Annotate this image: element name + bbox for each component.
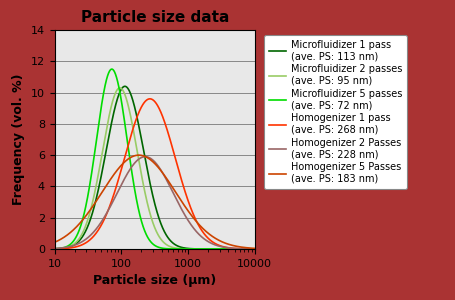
Homogenizer 1 pass
(ave. PS: 268 nm): (10, 0.00823): 268 nm): (10, 0.00823) <box>52 247 57 251</box>
Homogenizer 5 Passes
(ave. PS: 183 nm): (33.1, 2.41): 183 nm): (33.1, 2.41) <box>86 209 92 213</box>
Homogenizer 5 Passes
(ave. PS: 183 nm): (4.16e+03, 0.287): 183 nm): (4.16e+03, 0.287) <box>227 243 232 246</box>
Homogenizer 2 Passes
(ave. PS: 228 nm): (4.16e+03, 0.0651): 228 nm): (4.16e+03, 0.0651) <box>227 246 232 250</box>
Homogenizer 5 Passes
(ave. PS: 183 nm): (141, 5.88): 183 nm): (141, 5.88) <box>129 155 134 159</box>
Homogenizer 2 Passes
(ave. PS: 228 nm): (228, 5.9): 228 nm): (228, 5.9) <box>142 155 148 158</box>
Microfluidizer 5 passes
(ave. PS: 72 nm): (10, 0.0111): 72 nm): (10, 0.0111) <box>52 247 57 250</box>
Line: Homogenizer 2 Passes
(ave. PS: 228 nm): Homogenizer 2 Passes (ave. PS: 228 nm) <box>55 157 255 249</box>
Homogenizer 1 pass
(ave. PS: 268 nm): (1e+04, 0.00185): 268 nm): (1e+04, 0.00185) <box>252 247 258 251</box>
Microfluidizer 1 pass
(ave. PS: 113 nm): (10, 0.00882): 113 nm): (10, 0.00882) <box>52 247 57 251</box>
Microfluidizer 2 passes
(ave. PS: 95 nm): (1e+04, 7.52e-13): 95 nm): (1e+04, 7.52e-13) <box>252 247 258 251</box>
Legend: Microfluidizer 1 pass
(ave. PS: 113 nm), Microfluidizer 2 passes
(ave. PS: 95 nm: Microfluidizer 1 pass (ave. PS: 113 nm),… <box>263 35 407 189</box>
Homogenizer 1 pass
(ave. PS: 268 nm): (141, 7.35): 268 nm): (141, 7.35) <box>129 132 134 136</box>
Homogenizer 2 Passes
(ave. PS: 228 nm): (22, 0.317): 228 nm): (22, 0.317) <box>75 242 80 246</box>
X-axis label: Particle size (μm): Particle size (μm) <box>93 274 216 287</box>
Line: Homogenizer 5 Passes
(ave. PS: 183 nm): Homogenizer 5 Passes (ave. PS: 183 nm) <box>55 155 255 248</box>
Homogenizer 5 Passes
(ave. PS: 183 nm): (191, 6): 183 nm): (191, 6) <box>137 153 143 157</box>
Homogenizer 5 Passes
(ave. PS: 183 nm): (1e+04, 0.0408): 183 nm): (1e+04, 0.0408) <box>252 247 258 250</box>
Microfluidizer 1 pass
(ave. PS: 113 nm): (33.1, 1.7): 113 nm): (33.1, 1.7) <box>86 220 92 224</box>
Homogenizer 2 Passes
(ave. PS: 228 nm): (141, 5.22): 228 nm): (141, 5.22) <box>129 166 134 169</box>
Line: Homogenizer 1 pass
(ave. PS: 268 nm): Homogenizer 1 pass (ave. PS: 268 nm) <box>55 99 255 249</box>
Microfluidizer 1 pass
(ave. PS: 113 nm): (113, 10.4): 113 nm): (113, 10.4) <box>122 85 127 88</box>
Microfluidizer 5 passes
(ave. PS: 72 nm): (8.75e+03, 1.67e-17): 72 nm): (8.75e+03, 1.67e-17) <box>248 247 253 251</box>
Line: Microfluidizer 5 passes
(ave. PS: 72 nm): Microfluidizer 5 passes (ave. PS: 72 nm) <box>55 69 255 249</box>
Microfluidizer 5 passes
(ave. PS: 72 nm): (1e+04, 1.64e-18): 72 nm): (1e+04, 1.64e-18) <box>252 247 258 251</box>
Line: Microfluidizer 1 pass
(ave. PS: 113 nm): Microfluidizer 1 pass (ave. PS: 113 nm) <box>55 86 255 249</box>
Microfluidizer 5 passes
(ave. PS: 72 nm): (4.16e+03, 2.1e-12): 72 nm): (4.16e+03, 2.1e-12) <box>227 247 232 251</box>
Microfluidizer 2 passes
(ave. PS: 95 nm): (10, 0.00875): 95 nm): (10, 0.00875) <box>52 247 57 251</box>
Microfluidizer 1 pass
(ave. PS: 113 nm): (4.16e+03, 1.68e-06): 113 nm): (4.16e+03, 1.68e-06) <box>227 247 232 251</box>
Microfluidizer 2 passes
(ave. PS: 95 nm): (4.16e+03, 2.3e-08): 95 nm): (4.16e+03, 2.3e-08) <box>227 247 232 251</box>
Homogenizer 2 Passes
(ave. PS: 228 nm): (1e+04, 0.00283): 228 nm): (1e+04, 0.00283) <box>252 247 258 251</box>
Microfluidizer 2 passes
(ave. PS: 95 nm): (33.1, 2.19): 95 nm): (33.1, 2.19) <box>86 213 92 217</box>
Homogenizer 2 Passes
(ave. PS: 228 nm): (33.1, 0.807): 228 nm): (33.1, 0.807) <box>86 235 92 238</box>
Homogenizer 1 pass
(ave. PS: 268 nm): (4.16e+03, 0.0708): 268 nm): (4.16e+03, 0.0708) <box>227 246 232 250</box>
Homogenizer 2 Passes
(ave. PS: 228 nm): (8.75e+03, 0.00481): 228 nm): (8.75e+03, 0.00481) <box>248 247 253 251</box>
Microfluidizer 2 passes
(ave. PS: 95 nm): (142, 8.24): 95 nm): (142, 8.24) <box>129 118 134 122</box>
Microfluidizer 1 pass
(ave. PS: 113 nm): (191, 7.46): 113 nm): (191, 7.46) <box>137 130 143 134</box>
Microfluidizer 5 passes
(ave. PS: 72 nm): (142, 5.08): 72 nm): (142, 5.08) <box>129 168 134 171</box>
Homogenizer 5 Passes
(ave. PS: 183 nm): (8.75e+03, 0.0567): 183 nm): (8.75e+03, 0.0567) <box>248 246 253 250</box>
Homogenizer 5 Passes
(ave. PS: 183 nm): (22, 1.48): 183 nm): (22, 1.48) <box>75 224 80 228</box>
Microfluidizer 2 passes
(ave. PS: 95 nm): (191, 5.21): 95 nm): (191, 5.21) <box>137 166 143 169</box>
Homogenizer 2 Passes
(ave. PS: 228 nm): (10, 0.0317): 228 nm): (10, 0.0317) <box>52 247 57 250</box>
Microfluidizer 5 passes
(ave. PS: 72 nm): (72, 11.5): 72 nm): (72, 11.5) <box>109 67 115 71</box>
Microfluidizer 5 passes
(ave. PS: 72 nm): (191, 2.1): 72 nm): (191, 2.1) <box>137 214 143 218</box>
Microfluidizer 1 pass
(ave. PS: 113 nm): (8.75e+03, 1.36e-09): 113 nm): (8.75e+03, 1.36e-09) <box>248 247 253 251</box>
Microfluidizer 1 pass
(ave. PS: 113 nm): (1e+04, 3.3e-10): 113 nm): (1e+04, 3.3e-10) <box>252 247 258 251</box>
Line: Microfluidizer 2 passes
(ave. PS: 95 nm): Microfluidizer 2 passes (ave. PS: 95 nm) <box>55 88 255 249</box>
Homogenizer 5 Passes
(ave. PS: 183 nm): (183, 6): 183 nm): (183, 6) <box>136 153 142 157</box>
Homogenizer 1 pass
(ave. PS: 268 nm): (8.75e+03, 0.00344): 268 nm): (8.75e+03, 0.00344) <box>248 247 253 251</box>
Homogenizer 5 Passes
(ave. PS: 183 nm): (10, 0.431): 183 nm): (10, 0.431) <box>52 241 57 244</box>
Homogenizer 1 pass
(ave. PS: 268 nm): (33.1, 0.553): 268 nm): (33.1, 0.553) <box>86 238 92 242</box>
Microfluidizer 5 passes
(ave. PS: 72 nm): (33.1, 3.93): 72 nm): (33.1, 3.93) <box>86 186 92 189</box>
Microfluidizer 1 pass
(ave. PS: 113 nm): (22, 0.414): 113 nm): (22, 0.414) <box>75 241 80 244</box>
Homogenizer 1 pass
(ave. PS: 268 nm): (22, 0.162): 268 nm): (22, 0.162) <box>75 245 80 248</box>
Microfluidizer 1 pass
(ave. PS: 113 nm): (142, 9.78): 113 nm): (142, 9.78) <box>129 94 134 98</box>
Homogenizer 1 pass
(ave. PS: 268 nm): (191, 8.9): 268 nm): (191, 8.9) <box>137 108 143 112</box>
Microfluidizer 2 passes
(ave. PS: 95 nm): (22, 0.519): 95 nm): (22, 0.519) <box>75 239 80 243</box>
Y-axis label: Frequency (vol. %): Frequency (vol. %) <box>12 74 25 205</box>
Title: Particle size data: Particle size data <box>81 10 229 25</box>
Microfluidizer 2 passes
(ave. PS: 95 nm): (94.9, 10.3): 95 nm): (94.9, 10.3) <box>117 86 122 90</box>
Homogenizer 2 Passes
(ave. PS: 228 nm): (191, 5.8): 228 nm): (191, 5.8) <box>137 157 143 160</box>
Microfluidizer 5 passes
(ave. PS: 72 nm): (22, 0.936): 72 nm): (22, 0.936) <box>75 232 80 236</box>
Microfluidizer 2 passes
(ave. PS: 95 nm): (8.75e+03, 4.16e-12): 95 nm): (8.75e+03, 4.16e-12) <box>248 247 253 251</box>
Homogenizer 1 pass
(ave. PS: 268 nm): (268, 9.6): 268 nm): (268, 9.6) <box>147 97 153 101</box>
